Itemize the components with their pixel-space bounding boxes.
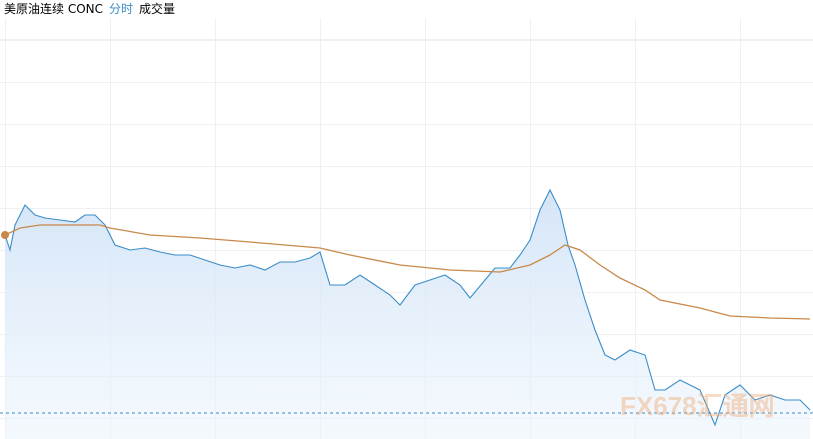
line: [4, 224, 811, 320]
header: 美原油连续 CONC 分时 成交量: [4, 1, 175, 17]
symbol: 美原油连续 CONC: [4, 2, 103, 16]
watermark: FX678汇通网: [620, 391, 775, 421]
tab[interactable]: 分时: [109, 2, 134, 16]
tab[interactable]: 成交量: [139, 2, 176, 16]
line: [4, 188, 811, 427]
start-dot: [1, 231, 9, 239]
area: [5, 190, 810, 439]
chart: [0, 188, 813, 439]
